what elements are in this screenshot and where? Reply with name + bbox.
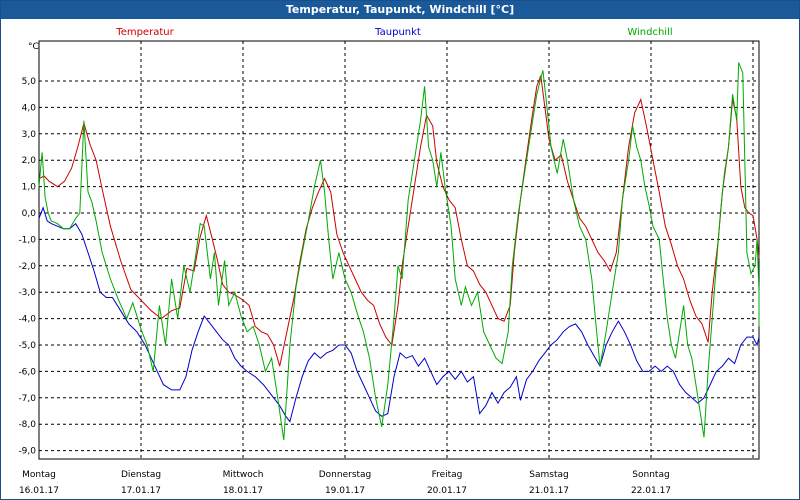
chart-title: Temperatur, Taupunkt, Windchill [°C] bbox=[1, 1, 799, 19]
y-tick-label: -6,0 bbox=[18, 367, 36, 377]
x-tick-date: 21.01.17 bbox=[529, 486, 569, 496]
plot-border bbox=[38, 40, 760, 460]
x-tick-day: Mittwoch bbox=[223, 470, 264, 480]
x-tick-day: Sonntag bbox=[632, 470, 669, 480]
y-tick-label: -8,0 bbox=[18, 420, 36, 430]
y-tick-label: 5,0 bbox=[22, 77, 37, 87]
x-ticks: Montag 16.01.17 Dienstag 17.01.17 Mittwoch 18… bbox=[19, 470, 671, 496]
legend-temperatur: Temperatur bbox=[115, 27, 174, 38]
x-tick-date: 20.01.17 bbox=[427, 486, 467, 496]
y-tick-label: -7,0 bbox=[18, 394, 36, 404]
x-tick-date: 19.01.17 bbox=[325, 486, 365, 496]
series-line-windchill bbox=[38, 62, 760, 441]
legend-windchill: Windchill bbox=[627, 27, 672, 38]
x-tick-date: 16.01.17 bbox=[19, 486, 59, 496]
y-tick-label: -5,0 bbox=[18, 341, 36, 351]
y-ticks: 5,0 4,0 3,0 2,0 1,0 0,0 -1,0 -2,0 -3,0 -4,0 -5,0 -6… bbox=[18, 77, 36, 457]
x-tick-date: 18.01.17 bbox=[223, 486, 263, 496]
y-tick-label: -3,0 bbox=[18, 288, 36, 298]
x-tick-date: 22.01.17 bbox=[631, 486, 671, 496]
series-lines bbox=[38, 62, 760, 441]
x-tick-day: Samstag bbox=[529, 470, 568, 480]
y-tick-label: 2,0 bbox=[22, 156, 37, 166]
x-tick-day: Montag bbox=[22, 470, 56, 480]
y-tick-label: 1,0 bbox=[22, 183, 37, 193]
legend: Temperatur Taupunkt Windchill bbox=[115, 27, 672, 38]
y-axis-label: °C bbox=[28, 42, 39, 52]
plot-area bbox=[38, 40, 760, 460]
y-tick-label: 4,0 bbox=[22, 103, 37, 113]
legend-taupunkt: Taupunkt bbox=[374, 27, 421, 38]
x-tick-date: 17.01.17 bbox=[121, 486, 161, 496]
x-tick-day: Dienstag bbox=[121, 470, 161, 480]
series-line-temperatur bbox=[38, 75, 760, 367]
x-tick-day: Donnerstag bbox=[319, 470, 372, 480]
y-tick-label: -4,0 bbox=[18, 315, 36, 325]
y-tick-label: -2,0 bbox=[18, 262, 36, 272]
x-tick-day: Freitag bbox=[432, 470, 463, 480]
y-tick-label: 3,0 bbox=[22, 130, 37, 140]
y-tick-label: -9,0 bbox=[18, 447, 36, 457]
grid bbox=[38, 41, 759, 459]
y-tick-label: -1,0 bbox=[18, 235, 36, 245]
series-line-taupunkt bbox=[38, 206, 760, 423]
y-tick-label: 0,0 bbox=[22, 209, 37, 219]
